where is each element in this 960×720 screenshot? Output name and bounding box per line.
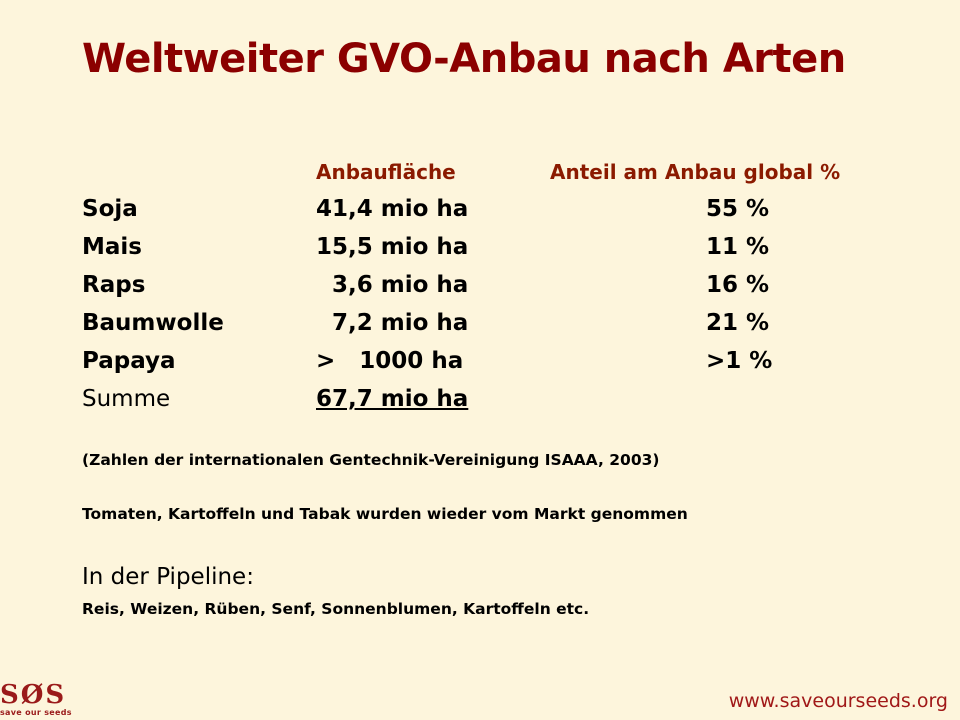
column-header-share: Anteil am Anbau global % bbox=[550, 160, 841, 184]
crop-area: 7,2 mio ha bbox=[316, 310, 469, 336]
logo-mark: SØS bbox=[0, 680, 67, 710]
footer-url: www.saveourseeds.org bbox=[728, 690, 948, 712]
table-row: Baumwolle 7,2 mio ha 21 % bbox=[0, 310, 960, 348]
slide-title: Weltweiter GVO-Anbau nach Arten bbox=[82, 36, 846, 82]
crop-share: 16 % bbox=[706, 272, 770, 298]
crop-area: 15,5 mio ha bbox=[316, 234, 469, 260]
table-row: Raps 3,6 mio ha 16 % bbox=[0, 272, 960, 310]
total-area: 67,7 mio ha bbox=[316, 386, 469, 412]
total-row: Summe 67,7 mio ha bbox=[0, 386, 960, 424]
crop-name: Soja bbox=[82, 196, 138, 222]
crop-name: Mais bbox=[82, 234, 142, 260]
column-header-area: Anbaufläche bbox=[316, 160, 456, 184]
crop-area: > 1000 ha bbox=[316, 348, 464, 374]
crop-share: >1 % bbox=[706, 348, 773, 374]
crop-share: 21 % bbox=[706, 310, 770, 336]
crop-name: Raps bbox=[82, 272, 146, 298]
crop-share: 11 % bbox=[706, 234, 770, 260]
pipeline-items: Reis, Weizen, Rüben, Senf, Sonnenblumen,… bbox=[82, 600, 590, 618]
crop-area: 3,6 mio ha bbox=[316, 272, 469, 298]
table-row: Papaya > 1000 ha >1 % bbox=[0, 348, 960, 386]
crop-share: 55 % bbox=[706, 196, 770, 222]
withdrawn-note: Tomaten, Kartoffeln und Tabak wurden wie… bbox=[82, 505, 688, 523]
sos-logo: SØS save our seeds bbox=[0, 682, 80, 718]
crop-name: Baumwolle bbox=[82, 310, 224, 336]
total-label: Summe bbox=[82, 386, 171, 412]
crop-name: Papaya bbox=[82, 348, 176, 374]
table-row: Mais 15,5 mio ha 11 % bbox=[0, 234, 960, 272]
crop-area: 41,4 mio ha bbox=[316, 196, 469, 222]
logo-tagline: save our seeds bbox=[0, 708, 72, 717]
table-row: Soja 41,4 mio ha 55 % bbox=[0, 196, 960, 234]
pipeline-label: In der Pipeline: bbox=[82, 564, 254, 590]
source-note: (Zahlen der internationalen Gentechnik-V… bbox=[82, 451, 660, 469]
